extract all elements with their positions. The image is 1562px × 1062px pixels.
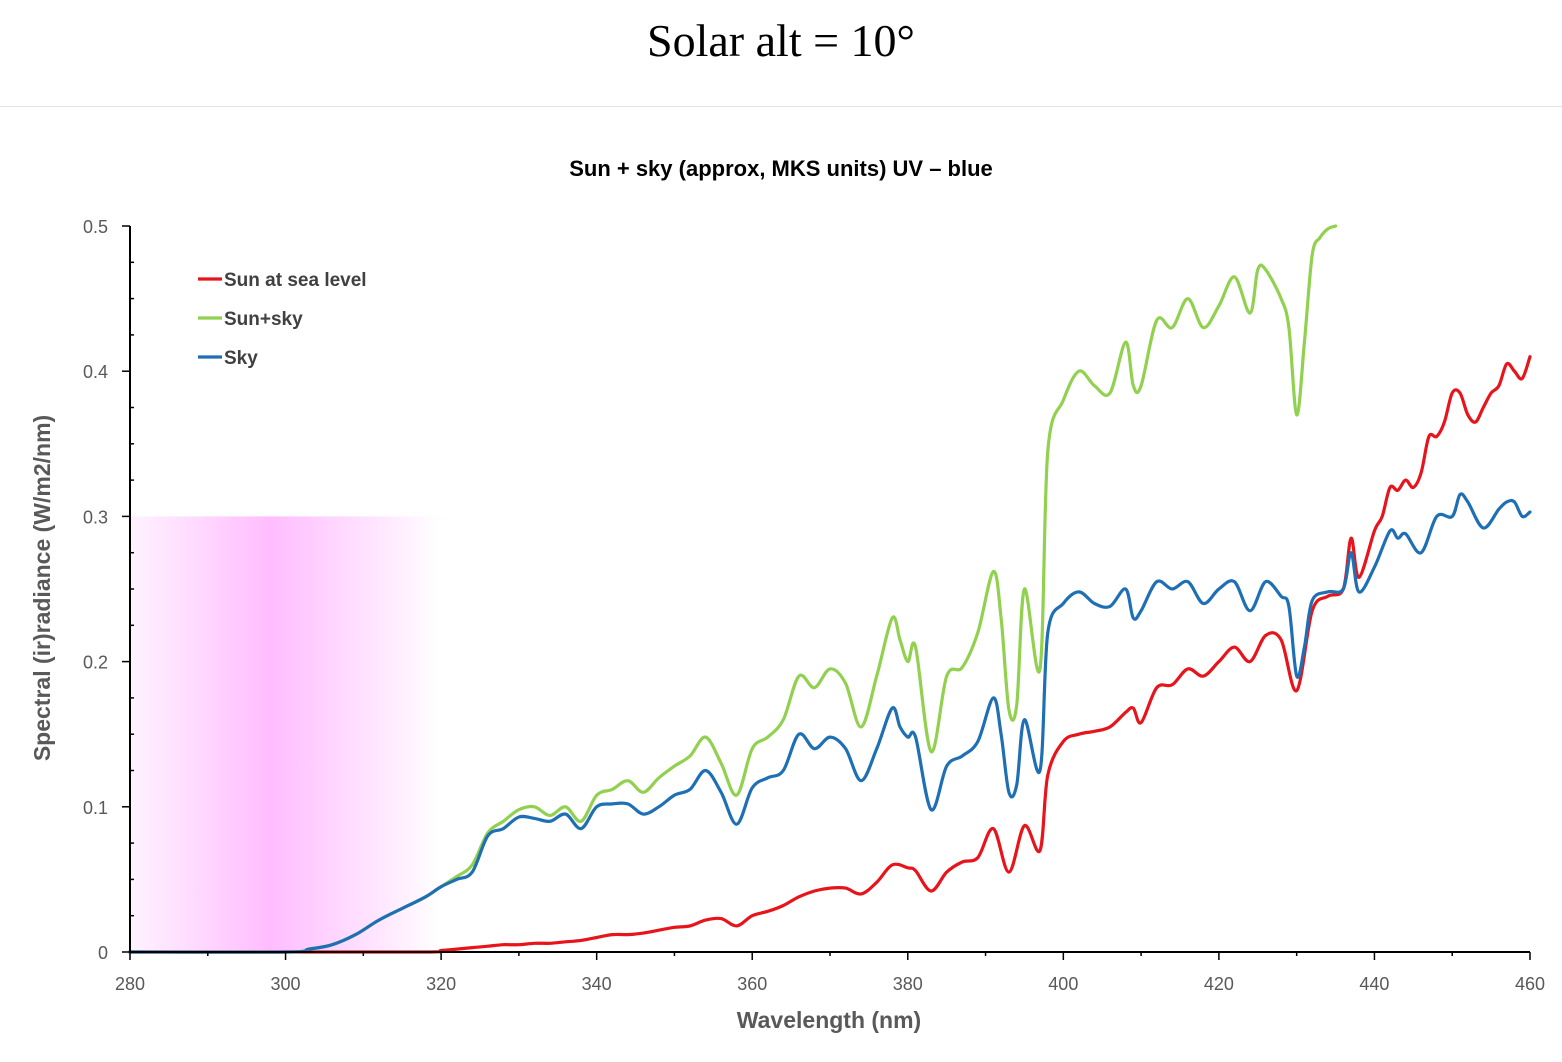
x-tick-label: 360 (737, 974, 767, 994)
x-tick-label: 460 (1515, 974, 1545, 994)
x-tick-label: 380 (893, 974, 923, 994)
divider (0, 106, 1562, 107)
y-tick-label: 0.5 (83, 217, 108, 237)
x-tick-label: 440 (1359, 974, 1389, 994)
y-axis-title: Spectral (ir)radiance (W/m2/nm) (29, 415, 55, 761)
y-tick-label: 0 (98, 943, 108, 963)
x-tick-label: 400 (1048, 974, 1078, 994)
x-axis-title: Wavelength (nm) (737, 1007, 921, 1033)
page-title: Solar alt = 10° (647, 15, 915, 66)
x-tick-label: 300 (271, 974, 301, 994)
x-tick-label: 420 (1204, 974, 1234, 994)
series-line-sun-at-sea-level (128, 355, 1532, 954)
legend-label-0: Sun at sea level (224, 270, 367, 291)
series-line-sun-sky (128, 224, 1338, 954)
y-tick-label: 0.2 (83, 653, 108, 673)
legend-label-1: Sun+sky (224, 309, 303, 330)
x-tick-label: 280 (115, 974, 145, 994)
uv-band (130, 516, 442, 952)
y-tick-label: 0.3 (83, 507, 108, 527)
x-tick-label: 340 (582, 974, 612, 994)
x-tick-label: 320 (426, 974, 456, 994)
series-line-sky (128, 492, 1532, 954)
y-tick-label: 0.4 (83, 362, 108, 382)
chart-title: Sun + sky (approx, MKS units) UV – blue (569, 156, 993, 181)
legend-label-2: Sky (224, 348, 258, 369)
y-tick-label: 0.1 (83, 798, 108, 818)
